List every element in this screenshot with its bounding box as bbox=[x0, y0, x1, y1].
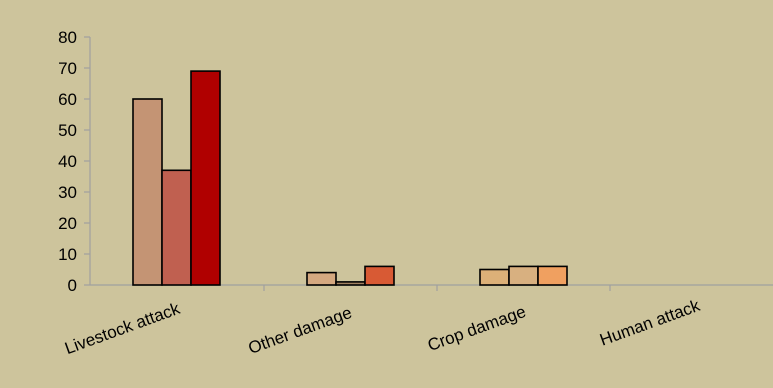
y-tick-label: 10 bbox=[58, 245, 77, 264]
bar bbox=[335, 281, 366, 286]
bar bbox=[364, 265, 395, 286]
bar bbox=[479, 268, 510, 286]
y-axis-ticks: 0 10 20 30 40 50 60 70 80 bbox=[58, 28, 90, 295]
bar bbox=[537, 265, 568, 286]
x-category-label: Human attack bbox=[597, 296, 703, 350]
x-category-label: Other damage bbox=[246, 303, 355, 358]
x-axis-labels: Livestock attack Other damage Crop damage H… bbox=[62, 296, 703, 358]
y-tick-label: 80 bbox=[58, 28, 77, 47]
bar bbox=[306, 271, 337, 286]
bar bbox=[508, 265, 539, 286]
x-category-label: Crop damage bbox=[425, 302, 528, 355]
bar bbox=[132, 98, 163, 286]
y-tick-label: 20 bbox=[58, 214, 77, 233]
y-tick-label: 40 bbox=[58, 152, 77, 171]
y-tick-label: 0 bbox=[68, 276, 77, 295]
y-tick-label: 50 bbox=[58, 121, 77, 140]
bar bbox=[190, 70, 221, 286]
x-category-label: Livestock attack bbox=[62, 299, 183, 358]
y-tick-label: 30 bbox=[58, 183, 77, 202]
bars-layer bbox=[132, 70, 568, 286]
y-tick-label: 70 bbox=[58, 59, 77, 78]
y-tick-label: 60 bbox=[58, 90, 77, 109]
bar bbox=[161, 169, 192, 286]
